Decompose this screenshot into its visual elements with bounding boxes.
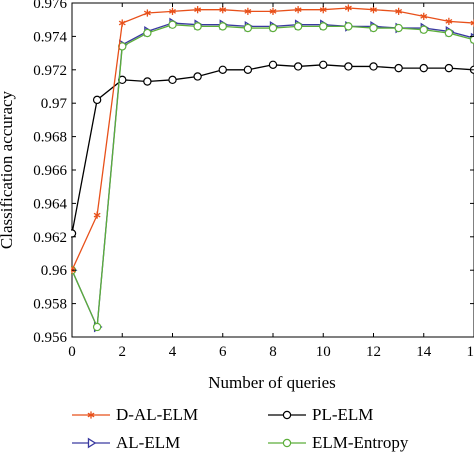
data-point-pl-elm [168, 75, 177, 85]
data-point-pl-elm [143, 77, 152, 86]
data-point-elm-entropy [419, 25, 428, 34]
data-point-elm-entropy [168, 20, 177, 29]
data-point-pl-elm [218, 65, 227, 75]
data-point-pl-elm [268, 60, 278, 69]
data-point-d-al-elm [470, 19, 474, 27]
data-point-pl-elm [71, 229, 77, 238]
data-point-pl-elm [369, 62, 378, 71]
data-point-d-al-elm [420, 12, 428, 20]
x-tick-label: 8 [269, 344, 277, 360]
data-point-pl-elm [193, 72, 202, 81]
legend-marker [282, 410, 292, 420]
legend-label: D-AL-ELM [116, 405, 198, 424]
data-point-d-al-elm [194, 6, 202, 14]
data-point-elm-entropy [218, 22, 227, 31]
data-point-pl-elm [394, 63, 403, 73]
y-tick-label: 0.962 [33, 230, 67, 246]
series-d-al-elm [71, 4, 474, 274]
data-point-elm-entropy [268, 23, 278, 33]
data-point-elm-entropy [344, 22, 353, 31]
x-axis-label: Number of queries [208, 373, 335, 392]
y-tick-label: 0.972 [33, 63, 67, 79]
data-point-d-al-elm [169, 7, 176, 15]
data-point-pl-elm [344, 62, 353, 71]
x-tick-label: 0 [68, 344, 76, 360]
data-point-pl-elm [419, 63, 428, 73]
data-point-pl-elm [243, 65, 253, 75]
legend-label: ELM-Entropy [312, 433, 409, 452]
y-tick-label: 0.966 [33, 163, 67, 179]
data-point-elm-entropy [394, 23, 403, 33]
y-axis-label: Classification accuracy [0, 90, 16, 249]
data-point-elm-entropy [243, 23, 253, 33]
legend-marker [87, 411, 95, 419]
legend: D-AL-ELM AL-ELM PL-ELM ELM-Entropy [72, 405, 409, 452]
y-tick-label: 0.958 [33, 297, 67, 313]
data-point-pl-elm [293, 62, 303, 71]
series-pl-elm [71, 60, 474, 238]
data-point-pl-elm [319, 60, 328, 69]
y-tick-label: 0.956 [33, 330, 67, 346]
data-point-elm-entropy [293, 22, 303, 31]
data-point-elm-entropy [469, 35, 474, 44]
plot-area [71, 2, 474, 338]
data-point-pl-elm [92, 95, 102, 105]
data-point-elm-entropy [319, 22, 328, 31]
data-point-elm-entropy [444, 28, 454, 38]
data-point-d-al-elm [219, 6, 227, 14]
data-point-d-al-elm [319, 6, 327, 14]
series-elm-entropy [71, 20, 474, 332]
x-tick-label: 12 [366, 344, 381, 360]
data-point-d-al-elm [143, 9, 151, 17]
data-point-d-al-elm [344, 4, 352, 12]
y-tick-label: 0.964 [33, 196, 67, 212]
data-point-d-al-elm [445, 17, 453, 25]
x-tick-label: 4 [169, 344, 177, 360]
y-tick-label: 0.974 [33, 29, 67, 45]
x-tick-label: 14 [416, 344, 432, 360]
y-tick-label: 0.97 [41, 96, 68, 112]
data-point-elm-entropy [369, 23, 378, 33]
x-tick-label: 2 [119, 344, 127, 360]
legend-marker [87, 437, 97, 449]
legend-label: AL-ELM [116, 433, 180, 452]
y-tick-label: 0.968 [33, 130, 67, 146]
data-point-d-al-elm [395, 7, 403, 15]
y-tick-label: 0.976 [33, 0, 67, 12]
x-tick-label: 10 [316, 344, 331, 360]
data-point-d-al-elm [93, 211, 101, 219]
data-point-d-al-elm [269, 7, 277, 15]
data-point-d-al-elm [118, 19, 126, 27]
data-point-d-al-elm [294, 6, 302, 14]
data-point-elm-entropy [143, 28, 152, 38]
data-point-pl-elm [444, 63, 454, 73]
data-point-elm-entropy [193, 22, 202, 31]
x-tick-label: 6 [219, 344, 227, 360]
legend-item-d-al-elm: D-AL-ELM [72, 405, 198, 424]
legend-marker [282, 438, 292, 448]
legend-label: PL-ELM [312, 405, 373, 424]
y-tick-label: 0.96 [41, 263, 68, 279]
data-point-d-al-elm [244, 7, 252, 15]
legend-item-pl-elm: PL-ELM [268, 405, 373, 424]
data-point-d-al-elm [370, 6, 377, 14]
data-point-elm-entropy [92, 322, 102, 332]
x-tick-label: 16 [467, 344, 474, 360]
legend-item-elm-entropy: ELM-Entropy [268, 433, 409, 452]
legend-item-al-elm: AL-ELM [72, 433, 180, 452]
